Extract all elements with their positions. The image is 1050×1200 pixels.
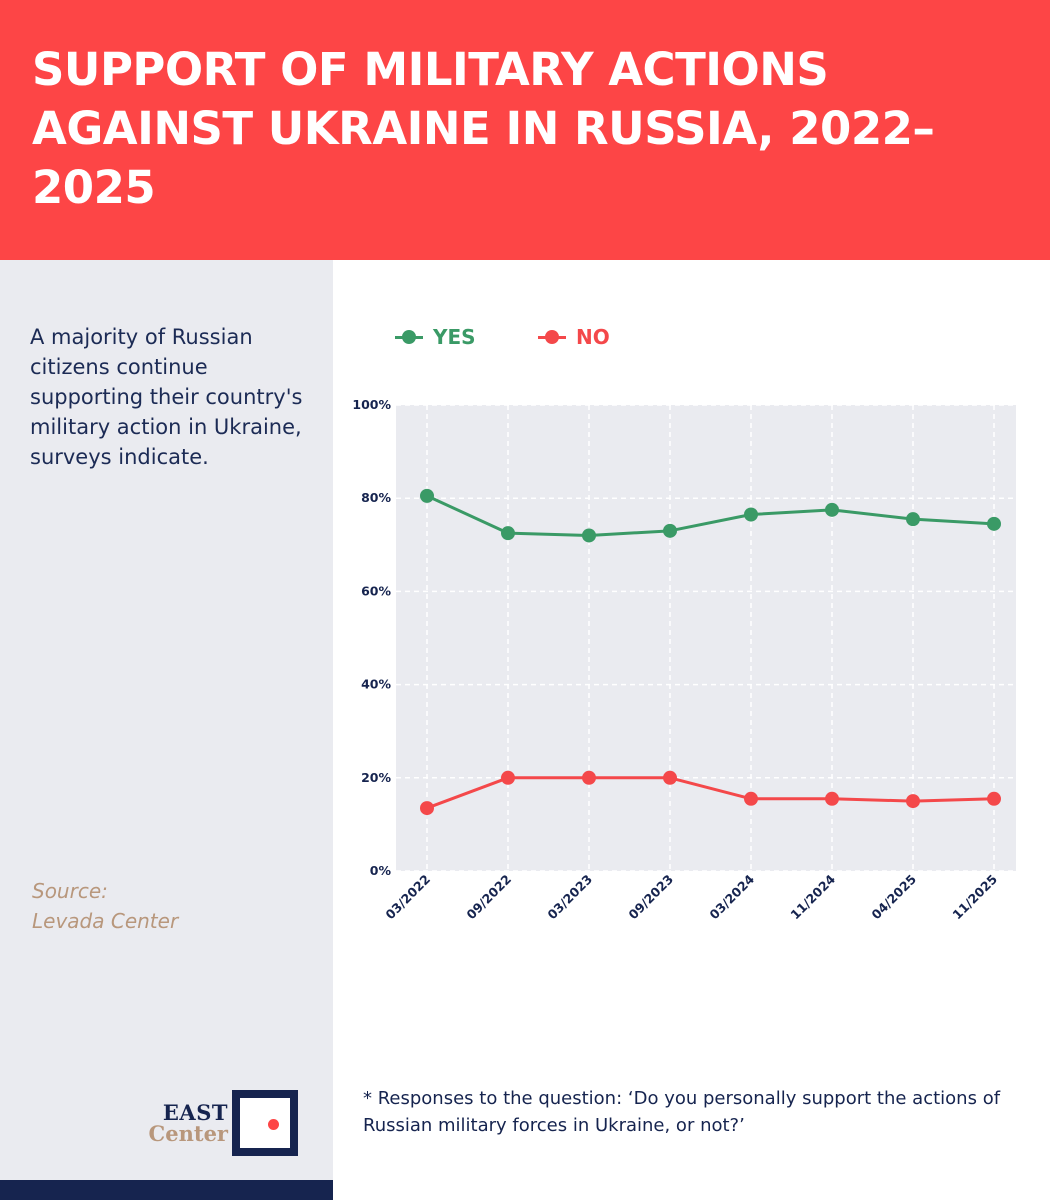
chart-series bbox=[420, 488, 1001, 816]
x-tick-label: 09/2023 bbox=[625, 872, 676, 923]
footnote: * Responses to the question: ‘Do you per… bbox=[363, 1088, 1001, 1136]
series-no bbox=[420, 770, 1001, 816]
series-yes bbox=[420, 488, 1001, 543]
y-tick-label: 0% bbox=[370, 863, 392, 878]
y-tick-label: 20% bbox=[361, 770, 391, 785]
x-tick-label: 04/2025 bbox=[868, 872, 919, 923]
y-tick-label: 100% bbox=[352, 397, 391, 412]
series-no-line bbox=[426, 776, 995, 810]
series-yes-line bbox=[426, 494, 995, 537]
intro-text: A majority of Russian citizens continue … bbox=[30, 325, 303, 469]
data-point-yes bbox=[501, 526, 515, 541]
legend-item-no: NO bbox=[538, 322, 610, 352]
data-point-yes bbox=[582, 528, 596, 543]
data-point-yes bbox=[744, 507, 758, 522]
data-point-yes bbox=[663, 523, 677, 538]
data-point-no bbox=[744, 791, 758, 806]
line-chart: 0% 20% 40% 60% 80% 100% 03/2022 09/2022 03/2023… bbox=[352, 397, 1016, 922]
data-point-no bbox=[987, 791, 1001, 806]
east-center-logo: EAST Center bbox=[149, 1090, 300, 1156]
legend-item-yes: YES bbox=[395, 322, 476, 352]
x-axis-ticks: 03/2022 09/2022 03/2023 09/2023 03/2024 11/20… bbox=[382, 871, 1000, 922]
legend-no-dot bbox=[545, 330, 559, 344]
data-point-no bbox=[420, 801, 434, 816]
sidebar bbox=[0, 260, 333, 1200]
header-banner: SUPPORT OF MILITARY ACTIONS AGAINST UKRA… bbox=[0, 0, 1050, 260]
legend-no-marker-icon bbox=[538, 330, 566, 344]
data-point-yes bbox=[825, 502, 839, 517]
x-tick-label: 11/2024 bbox=[787, 871, 838, 922]
y-tick-label: 60% bbox=[361, 583, 391, 598]
logo-dot-icon bbox=[268, 1119, 279, 1130]
sidebar-footer-bar bbox=[0, 1180, 333, 1200]
x-tick-label: 03/2022 bbox=[382, 872, 433, 923]
source-note: Source: Levada Center bbox=[32, 876, 312, 936]
data-point-no bbox=[582, 770, 596, 785]
data-point-no bbox=[906, 794, 920, 809]
page-title: SUPPORT OF MILITARY ACTIONS AGAINST UKRA… bbox=[32, 43, 935, 214]
data-point-no bbox=[825, 791, 839, 806]
logo-text-center: Center bbox=[148, 1121, 228, 1146]
x-tick-label: 03/2023 bbox=[544, 872, 595, 923]
legend-no-label: NO bbox=[576, 325, 610, 349]
y-tick-label: 40% bbox=[361, 677, 391, 692]
data-point-yes bbox=[906, 512, 920, 527]
data-point-yes bbox=[987, 516, 1001, 531]
source-name: Levada Center bbox=[32, 909, 179, 933]
x-tick-label: 03/2024 bbox=[706, 871, 757, 922]
legend-yes-label: YES bbox=[433, 325, 476, 349]
data-point-no bbox=[663, 770, 677, 785]
source-label: Source: bbox=[32, 879, 108, 903]
y-axis-ticks: 0% 20% 40% 60% 80% 100% bbox=[352, 397, 391, 878]
logo-text-east: EAST bbox=[162, 1100, 228, 1125]
legend-yes-marker-icon bbox=[395, 330, 423, 344]
y-tick-label: 80% bbox=[361, 490, 391, 505]
data-point-no bbox=[501, 770, 515, 785]
data-point-yes bbox=[420, 488, 434, 503]
x-tick-label: 11/2025 bbox=[949, 872, 1000, 923]
logo-square-icon bbox=[232, 1090, 298, 1156]
legend-yes-dot bbox=[402, 330, 416, 344]
x-tick-label: 09/2022 bbox=[463, 872, 514, 923]
